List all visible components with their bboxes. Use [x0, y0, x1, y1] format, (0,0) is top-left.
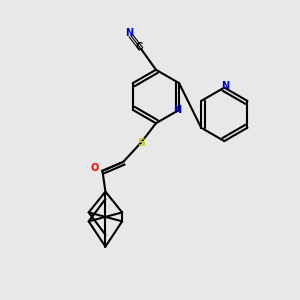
Text: N: N: [125, 28, 133, 38]
Text: C: C: [136, 43, 143, 52]
Text: S: S: [137, 138, 145, 148]
Text: N: N: [221, 81, 229, 91]
Text: O: O: [91, 163, 99, 173]
Text: N: N: [174, 105, 182, 115]
